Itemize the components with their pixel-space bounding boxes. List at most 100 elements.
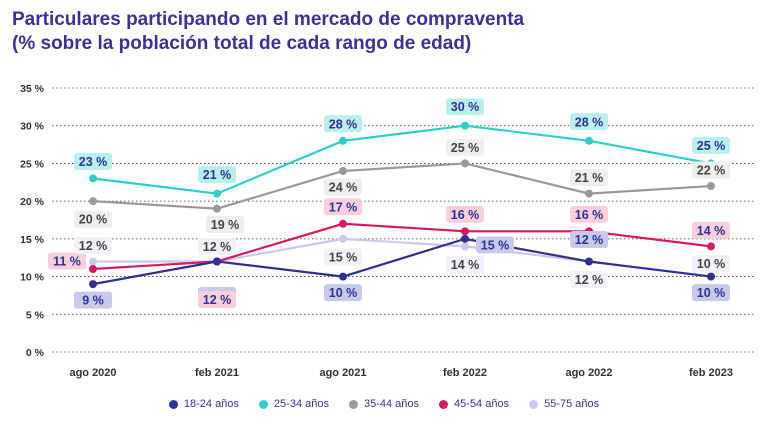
- data-point: [585, 189, 593, 198]
- data-label-badge: [692, 136, 730, 154]
- legend-marker: [529, 399, 539, 409]
- data-label: 12 %: [203, 240, 232, 254]
- data-point: [461, 121, 469, 130]
- data-point: [339, 234, 347, 243]
- data-label: 19 %: [211, 218, 240, 232]
- data-label: 15 %: [481, 238, 510, 252]
- data-label-badge: [74, 153, 112, 171]
- x-tick-label: feb 2021: [195, 367, 239, 379]
- legend-label: 45-54 años: [454, 398, 510, 410]
- legend-label: 55-75 años: [544, 398, 600, 410]
- data-label-badge: [570, 270, 608, 288]
- data-label-badge: [324, 178, 362, 196]
- data-label: 28 %: [329, 117, 358, 131]
- x-tick-label: feb 2023: [689, 367, 733, 379]
- data-label: 12 %: [575, 233, 604, 247]
- data-point: [707, 272, 715, 281]
- title-line-1: Particulares participando en el mercado …: [12, 9, 525, 30]
- data-label: 20 %: [79, 213, 108, 227]
- data-point: [89, 197, 97, 206]
- series-line: [92, 124, 712, 195]
- data-label-badge: [476, 236, 514, 254]
- data-label-badge: [692, 221, 730, 239]
- legend-label: 35-44 años: [363, 398, 420, 410]
- data-point: [89, 174, 97, 183]
- data-label: 11 %: [53, 255, 81, 269]
- data-label: 14 %: [697, 224, 726, 238]
- data-label: 16 %: [575, 208, 604, 222]
- data-label: 21 %: [575, 171, 604, 185]
- data-label-badge: [692, 284, 730, 302]
- legend-marker: [168, 399, 178, 409]
- data-point: [213, 257, 221, 266]
- y-tick-label: 30 %: [20, 121, 45, 133]
- data-label-badge: [198, 166, 236, 184]
- legend-marker: [348, 399, 358, 409]
- data-point: [89, 280, 97, 289]
- data-label-badge: [446, 98, 484, 116]
- data-label-badge: [570, 169, 608, 187]
- data-label: 15 %: [329, 250, 358, 264]
- chart-legend: 18-24 años 25-34 años 35-44 años 45-54 años…: [0, 398, 768, 410]
- data-point: [89, 257, 97, 266]
- data-point: [461, 159, 469, 168]
- data-label: 12 %: [203, 293, 232, 307]
- data-point: [339, 219, 347, 228]
- data-label: 17 %: [329, 200, 358, 214]
- data-label-badge: [570, 113, 608, 131]
- legend-entry: 35-44 años: [348, 398, 420, 410]
- y-tick-label: 20 %: [20, 196, 45, 208]
- x-tick-label: feb 2022: [443, 367, 487, 379]
- data-label-badge: [74, 291, 112, 309]
- data-label: 30 %: [451, 100, 480, 114]
- series-line: [92, 237, 712, 286]
- data-point: [339, 272, 347, 281]
- data-label-badge: [324, 248, 362, 266]
- data-point: [585, 257, 593, 266]
- y-tick-label: 25 %: [20, 158, 45, 170]
- legend-entry: 55-75 años: [529, 398, 599, 410]
- data-point: [213, 204, 221, 213]
- y-tick-label: 0 %: [26, 347, 45, 359]
- chart-title: Particulares participando en el mercado …: [12, 8, 524, 56]
- data-point: [339, 136, 347, 145]
- y-tick-label: 15 %: [20, 234, 45, 246]
- data-label-badge: [198, 237, 236, 255]
- data-label-badge: [48, 252, 86, 270]
- y-tick-label: 35 %: [20, 83, 45, 95]
- data-label-badge: [570, 205, 608, 223]
- data-label-badge: [446, 255, 484, 273]
- data-label: 24 %: [329, 180, 358, 194]
- legend-marker: [439, 399, 449, 409]
- data-label-badge: [74, 210, 112, 228]
- data-label: 14 %: [451, 258, 480, 272]
- legend-label: 18-24 años: [183, 398, 239, 410]
- data-label: 21 %: [203, 168, 232, 182]
- data-label: 25 %: [697, 139, 726, 153]
- series-line: [92, 222, 712, 271]
- data-label: 12 %: [79, 239, 108, 253]
- data-point: [339, 166, 347, 175]
- data-point: [461, 234, 469, 243]
- data-label-badge: [692, 255, 730, 273]
- data-label: 25 %: [451, 141, 480, 155]
- legend-entry: 25-34 años: [258, 398, 329, 410]
- data-label-badge: [446, 205, 484, 223]
- data-label: 16 %: [451, 208, 480, 222]
- data-label-badge: [324, 284, 362, 302]
- data-label: 9 %: [82, 294, 104, 308]
- data-point: [461, 227, 469, 236]
- data-label: 10 %: [697, 257, 726, 271]
- data-point: [707, 242, 715, 251]
- series-line: [92, 162, 712, 210]
- title-line-2: (% sobre la población total de cada rang…: [12, 33, 472, 54]
- x-tick-label: ago 2022: [565, 367, 612, 379]
- data-label-badge: [324, 115, 362, 133]
- y-tick-label: 10 %: [20, 272, 45, 284]
- data-label: 10 %: [329, 286, 358, 300]
- data-label-badge: [570, 230, 608, 248]
- data-label-badge: [206, 216, 244, 234]
- data-point: [707, 182, 715, 191]
- data-label-badge: [692, 161, 730, 179]
- x-tick-label: ago 2021: [319, 367, 366, 379]
